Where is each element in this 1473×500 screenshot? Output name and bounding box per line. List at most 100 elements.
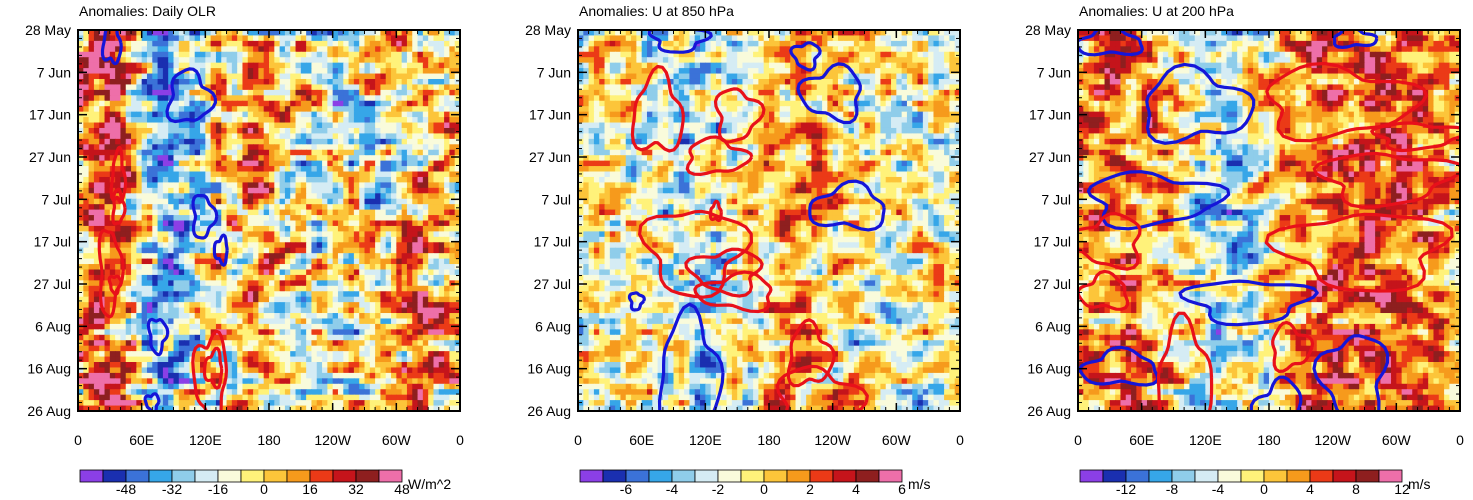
heat-cell (237, 84, 244, 91)
heat-cell (189, 171, 196, 178)
heat-cell (454, 285, 460, 292)
heat-cell (306, 302, 313, 309)
heat-cell (290, 318, 297, 325)
heat-cell (162, 122, 169, 129)
heat-cell (99, 378, 106, 385)
heat-cell (93, 351, 100, 358)
heat-cell (200, 264, 206, 271)
heat-cell (258, 144, 265, 151)
heat-cell (210, 122, 217, 129)
heat-cell (422, 187, 429, 194)
heat-cell (78, 106, 84, 113)
heat-cell (380, 62, 387, 69)
heat-cell (306, 389, 313, 396)
heat-cell (332, 231, 339, 238)
heat-cell (311, 274, 318, 281)
heat-cell (417, 176, 424, 183)
heat-cell (184, 264, 191, 271)
heat-cell (284, 383, 291, 390)
heat-cell (306, 106, 313, 113)
heat-cell (205, 236, 212, 243)
heat-cell (237, 138, 244, 145)
heat-cell (375, 220, 382, 227)
heat-cell (375, 209, 382, 216)
heat-cell (364, 106, 371, 113)
heat-cell (269, 176, 275, 183)
heat-cell (258, 340, 265, 347)
heat-cell (93, 30, 100, 37)
heat-cell (162, 356, 169, 363)
heat-cell (263, 209, 270, 216)
heat-cell (141, 40, 148, 47)
heat-cell (109, 138, 116, 145)
heat-cell (428, 149, 435, 156)
heat-cell (343, 389, 350, 396)
heat-cell (369, 204, 376, 211)
heat-cell (93, 127, 100, 135)
heat-cell (146, 155, 153, 162)
heat-cell (221, 220, 228, 227)
heat-cell (221, 274, 228, 281)
heat-cell (454, 204, 460, 211)
heat-cell (300, 280, 307, 287)
heat-cell (274, 106, 281, 113)
heat-cell (237, 247, 244, 254)
heat-cell (178, 231, 185, 238)
heat-cell (237, 57, 244, 64)
heat-cell (322, 378, 328, 385)
heat-cell (157, 111, 164, 118)
heat-cell (157, 171, 164, 178)
heat-cell (221, 35, 228, 42)
heat-cell (422, 89, 429, 96)
heat-cell (364, 242, 371, 249)
heat-cell (184, 372, 191, 379)
heat-cell (83, 171, 90, 178)
heat-cell (146, 236, 153, 243)
heat-cell (454, 46, 460, 53)
heat-cell (401, 144, 408, 151)
heat-cell (263, 176, 270, 183)
heat-cell (162, 362, 169, 369)
heat-cell (258, 84, 265, 91)
heat-cell (189, 400, 196, 407)
heat-cell (300, 117, 307, 124)
heat-cell (332, 89, 339, 96)
heat-cell (221, 166, 228, 173)
heat-cell (433, 122, 440, 129)
heat-cell (231, 389, 238, 396)
heat-cell (194, 182, 201, 189)
heat-cell (406, 291, 413, 298)
heat-cell (444, 111, 450, 118)
heat-cell (115, 372, 122, 379)
heat-cell (359, 176, 366, 183)
heat-cell (359, 30, 366, 37)
heat-cell (231, 127, 238, 135)
heat-cell (279, 106, 286, 113)
heat-cell (337, 176, 344, 183)
heat-cell (438, 144, 445, 151)
heat-cell (444, 68, 450, 75)
heat-cell (295, 383, 302, 390)
heat-cell (88, 215, 95, 222)
heat-cell (401, 318, 408, 325)
heat-cell (247, 340, 254, 347)
heat-cell (109, 329, 116, 336)
heat-cell (359, 258, 366, 265)
heat-cell (327, 187, 334, 194)
heat-cell (322, 220, 328, 227)
heat-cell (300, 198, 307, 205)
heat-cell (449, 318, 456, 325)
heat-cell (343, 78, 350, 86)
heat-cell (295, 264, 302, 271)
heat-cell (454, 356, 460, 363)
heat-cell (168, 73, 175, 80)
heat-cell (444, 220, 450, 227)
heat-cell (226, 367, 233, 374)
heat-cell (263, 372, 270, 379)
heat-cell (258, 285, 265, 292)
heat-cell (157, 51, 164, 58)
heat-cell (433, 236, 440, 243)
heat-cell (369, 73, 376, 80)
heat-cell (359, 84, 366, 91)
heat-cell (364, 144, 371, 151)
